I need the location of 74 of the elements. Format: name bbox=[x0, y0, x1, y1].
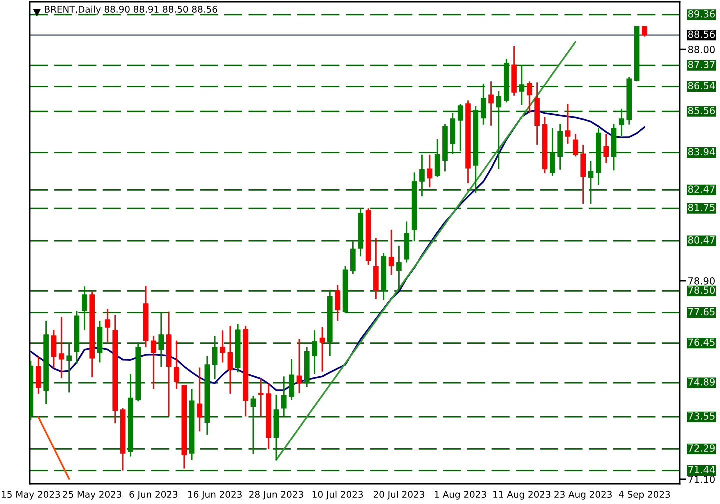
line-series bbox=[276, 41, 576, 461]
candlestick bbox=[36, 356, 42, 395]
ref-line-label: 89.36 bbox=[688, 10, 716, 18]
x-tick-label: 11 Aug 2023 bbox=[494, 491, 551, 500]
ref-line-label: 78.50 bbox=[688, 286, 715, 294]
ref-line-label: 74.89 bbox=[688, 378, 715, 386]
candlestick bbox=[228, 325, 234, 395]
x-tick-label: 20 Jul 2023 bbox=[374, 490, 424, 500]
candlestick bbox=[258, 378, 264, 418]
x-tick-label: 4 Sep 2023 bbox=[619, 491, 670, 500]
ref-line-label: 82.47 bbox=[688, 186, 715, 194]
x-tick-label: 16 Jun 2023 bbox=[188, 491, 242, 500]
candlestick bbox=[526, 80, 532, 114]
candlestick bbox=[588, 160, 594, 205]
candlestick bbox=[604, 133, 609, 164]
ref-line-label: 87.37 bbox=[688, 61, 715, 68]
candlestick bbox=[151, 335, 156, 390]
ref-line-label: 81.75 bbox=[688, 204, 715, 212]
chart-title: BRENT,Daily 88.90 88.91 88.50 88.56 bbox=[45, 6, 218, 15]
candlestick bbox=[220, 330, 226, 364]
candlestick bbox=[66, 342, 72, 394]
candlestick bbox=[212, 335, 218, 380]
candlestick bbox=[296, 338, 302, 394]
candlestick bbox=[197, 367, 202, 432]
candlestick bbox=[480, 83, 486, 126]
candlestick bbox=[550, 128, 556, 177]
candlestick bbox=[320, 326, 326, 373]
x-tick-label: 10 Jul 2023 bbox=[312, 490, 364, 500]
candlestick bbox=[434, 138, 440, 178]
candlestick bbox=[388, 229, 394, 276]
candlestick bbox=[312, 330, 318, 375]
candlestick bbox=[250, 395, 256, 455]
candlestick bbox=[427, 154, 433, 188]
x-tick-label: 28 Jun 2023 bbox=[250, 491, 304, 500]
ref-line-label: 83.94 bbox=[688, 148, 716, 156]
candlestick bbox=[350, 240, 356, 275]
candlestick bbox=[573, 133, 578, 158]
x-tick-label: 25 May 2023 bbox=[63, 491, 122, 500]
ref-line-label: 73.55 bbox=[688, 412, 715, 420]
ref-line-label: 71.44 bbox=[688, 466, 716, 474]
ref-line-label: 72.29 bbox=[688, 444, 715, 452]
candlestick bbox=[174, 340, 180, 390]
candlestick bbox=[519, 64, 525, 106]
x-tick-label: 23 Aug 2023 bbox=[554, 491, 612, 500]
candlestick bbox=[105, 308, 110, 344]
y-tick-label: 78.90 bbox=[688, 278, 715, 285]
candlestick bbox=[51, 329, 57, 369]
candlestick bbox=[374, 238, 379, 300]
ref-line-label: 88.56 bbox=[688, 30, 716, 38]
candlestick bbox=[335, 284, 340, 322]
candlestick bbox=[580, 144, 586, 205]
ref-line-label: 80.47 bbox=[688, 236, 715, 244]
ref-line-label: 86.54 bbox=[688, 82, 716, 90]
candlestick bbox=[496, 90, 502, 170]
candlestick bbox=[619, 108, 624, 138]
ref-line-label: 76.45 bbox=[688, 338, 715, 346]
x-tick-label: 6 Jun 2023 bbox=[130, 491, 178, 500]
candlestick bbox=[396, 245, 402, 291]
ref-line-label: 85.56 bbox=[688, 107, 716, 114]
y-tick-label: 88.00 bbox=[688, 46, 715, 54]
candlestick bbox=[488, 80, 494, 127]
y-tick-label: 71.10 bbox=[688, 476, 715, 484]
candlestick bbox=[289, 358, 294, 401]
candlestick bbox=[82, 286, 88, 331]
candlestick bbox=[58, 316, 64, 380]
line-series bbox=[38, 416, 70, 480]
x-tick-label: 1 Aug 2023 bbox=[435, 491, 486, 500]
candlestick bbox=[565, 103, 571, 145]
candlestick bbox=[420, 154, 425, 198]
x-tick-label: 15 May 2023 bbox=[2, 491, 60, 500]
candlestick bbox=[458, 103, 464, 152]
candlestick bbox=[158, 312, 164, 368]
candlestick bbox=[281, 376, 287, 418]
ref-line-label: 77.65 bbox=[688, 308, 715, 316]
